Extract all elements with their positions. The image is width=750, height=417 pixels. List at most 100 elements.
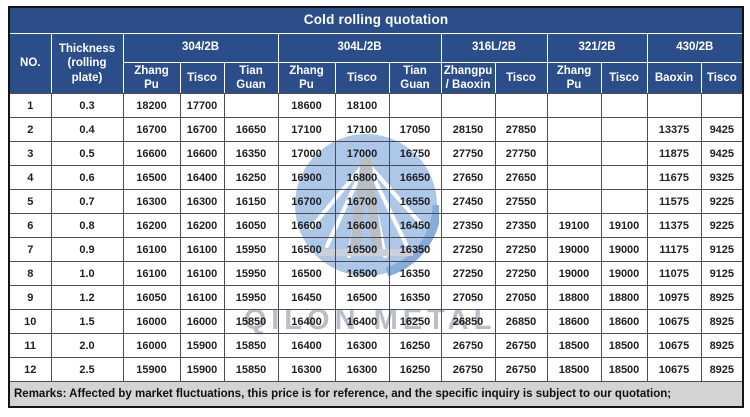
price-cell <box>440 93 496 119</box>
price-cell: 18500 <box>546 357 602 383</box>
price-cell: 27450 <box>440 189 496 215</box>
price-cell: 16500 <box>334 261 390 287</box>
price-cell: 16500 <box>277 261 336 287</box>
price-cell: 17700 <box>179 93 225 119</box>
price-cell: 18100 <box>334 93 390 119</box>
sub-header-row: Zhang Pu Tisco Tian Guan Zhang Pu Tisco … <box>9 61 744 95</box>
remarks-text: Remarks: Affected by market fluctuations… <box>8 381 744 408</box>
price-cell: 16100 <box>122 261 181 287</box>
price-cell: 27050 <box>440 285 496 311</box>
thickness-cell: 1.5 <box>50 309 124 335</box>
price-cell: 16150 <box>223 189 279 215</box>
price-cell: 16750 <box>388 141 442 167</box>
subcol-430-tisco: Tisco <box>700 61 744 95</box>
subcol-321-tisco: Tisco <box>600 61 648 95</box>
price-cell: 16650 <box>388 165 442 191</box>
price-cell: 16350 <box>388 237 442 263</box>
price-cell: 16350 <box>388 285 442 311</box>
table-body: 1 0.3 18200 17700 18600 18100 2 0.4 16700 16700 16… <box>8 93 744 383</box>
price-cell: 26850 <box>494 309 548 335</box>
table-row: 8 1.0 16100 16100 15950 16500 16500 16350 27250 2… <box>8 261 744 287</box>
price-cell: 27250 <box>440 261 496 287</box>
group-header-430-2b: 430/2B <box>646 32 744 63</box>
price-cell: 26750 <box>494 357 548 383</box>
price-cell: 10675 <box>646 333 702 359</box>
price-cell: 15950 <box>223 285 279 311</box>
group-header-321-2b: 321/2B <box>546 32 648 63</box>
price-cell: 16600 <box>179 141 225 167</box>
group-header-316l-2b: 316L/2B <box>440 32 548 63</box>
subcol-321-zhangpu: Zhang Pu <box>546 61 602 95</box>
table-row: 10 1.5 16000 16000 15850 16400 16400 16250 26850… <box>8 309 744 335</box>
price-cell: 8925 <box>700 333 744 359</box>
table-footer: Remarks: Affected by market fluctuations… <box>8 381 744 408</box>
price-cell: 27050 <box>494 285 548 311</box>
price-cell: 11675 <box>646 165 702 191</box>
table-row: 5 0.7 16300 16300 16150 16700 16700 16550 27450 2… <box>8 189 744 215</box>
price-cell: 16100 <box>179 261 225 287</box>
price-cell: 17100 <box>334 117 390 143</box>
price-cell: 27250 <box>440 237 496 263</box>
table-row: 1 0.3 18200 17700 18600 18100 <box>8 93 744 119</box>
price-cell: 27750 <box>494 141 548 167</box>
price-cell <box>700 93 744 119</box>
price-cell: 18500 <box>600 357 648 383</box>
price-cell: 16000 <box>179 309 225 335</box>
group-header-row: NO. Thickness (rolling plate) 304/2B 304… <box>8 32 744 95</box>
price-cell <box>494 93 548 119</box>
price-cell: 16450 <box>277 285 336 311</box>
price-cell: 16000 <box>122 333 181 359</box>
price-cell: 27250 <box>494 237 548 263</box>
price-cell <box>546 189 602 215</box>
row-number-cell: 11 <box>8 333 52 359</box>
thickness-cell: 2.5 <box>50 357 124 383</box>
price-cell: 27650 <box>494 165 548 191</box>
price-cell: 27850 <box>494 117 548 143</box>
table-row: 11 2.0 16000 15900 15850 16400 16300 16250 26750… <box>8 333 744 359</box>
row-number-cell: 9 <box>8 285 52 311</box>
group-header-304-2b: 304/2B <box>122 32 279 63</box>
row-number-cell: 8 <box>8 261 52 287</box>
price-cell: 15850 <box>223 333 279 359</box>
price-cell: 16550 <box>388 189 442 215</box>
price-cell: 19000 <box>546 261 602 287</box>
price-cell: 16500 <box>334 285 390 311</box>
price-cell: 19000 <box>600 261 648 287</box>
price-cell: 16700 <box>122 117 181 143</box>
price-cell <box>546 141 602 167</box>
subcol-304l-zhangpu: Zhang Pu <box>277 61 336 95</box>
row-number-cell: 12 <box>8 357 52 383</box>
price-cell <box>600 117 648 143</box>
row-number-cell: 4 <box>8 165 52 191</box>
price-cell: 16000 <box>122 309 181 335</box>
row-number-cell: 7 <box>8 237 52 263</box>
thickness-cell: 0.7 <box>50 189 124 215</box>
price-cell: 16300 <box>334 357 390 383</box>
price-cell: 16600 <box>122 141 181 167</box>
price-cell: 27350 <box>440 213 496 239</box>
price-cell: 9125 <box>700 261 744 287</box>
thickness-cell: 0.6 <box>50 165 124 191</box>
thickness-cell: 0.9 <box>50 237 124 263</box>
subcol-304l-tisco: Tisco <box>334 61 390 95</box>
thickness-cell: 0.3 <box>50 93 124 119</box>
price-cell: 18600 <box>546 309 602 335</box>
thickness-cell: 0.5 <box>50 141 124 167</box>
price-cell: 9225 <box>700 189 744 215</box>
subcol-304-zhangpu: Zhang Pu <box>122 61 181 95</box>
title-row: Cold rolling quotation <box>8 6 744 34</box>
price-cell: 16300 <box>277 357 336 383</box>
table-row: 4 0.6 16500 16400 16250 16900 16800 16650 27650 2… <box>8 165 744 191</box>
col-header-no: NO. <box>8 32 52 95</box>
price-cell: 16600 <box>334 213 390 239</box>
price-cell: 16200 <box>179 213 225 239</box>
price-cell: 27250 <box>494 261 548 287</box>
price-cell: 16400 <box>277 333 336 359</box>
price-cell: 8925 <box>700 285 744 311</box>
price-cell <box>546 93 602 119</box>
price-cell: 11075 <box>646 261 702 287</box>
price-cell: 18200 <box>122 93 181 119</box>
price-cell <box>546 117 602 143</box>
price-cell: 16250 <box>388 333 442 359</box>
price-cell: 27350 <box>494 213 548 239</box>
